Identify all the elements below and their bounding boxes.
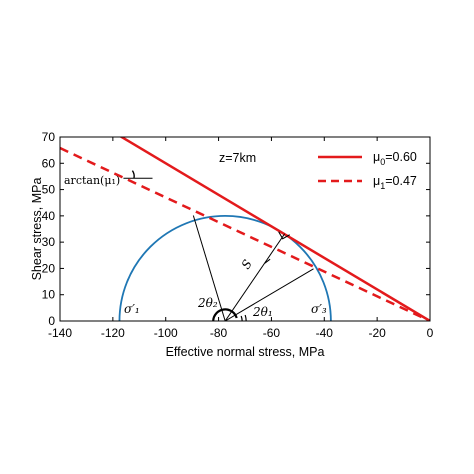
legend: μ0=0.60 μ1=0.47 xyxy=(318,150,417,191)
legend-label-mu0: μ0=0.60 xyxy=(373,150,417,167)
arctan-mu1-label: arctan(μ₁) xyxy=(64,174,120,187)
right-angle-marker xyxy=(278,231,290,240)
annotations: arctan(μ₁) σ′₁ σ′₃ 2θ₂ 2θ₁ S xyxy=(64,174,327,319)
x-tick-label: -140 xyxy=(48,326,72,340)
radius-line-2theta1 xyxy=(224,268,314,321)
axes-frame xyxy=(59,136,431,322)
y-tick-label: 60 xyxy=(42,156,56,170)
mohr-circle xyxy=(118,215,332,321)
x-tick-label: 0 xyxy=(427,326,434,340)
x-axis-label: Effective normal stress, MPa xyxy=(166,345,325,359)
arctan-arc xyxy=(131,170,135,179)
series-line-1 xyxy=(60,146,430,321)
y-tick-label: 20 xyxy=(42,261,56,275)
angle-arc-2theta1-inner xyxy=(244,314,247,321)
two-theta1-label: 2θ₁ xyxy=(252,305,273,319)
x-tick-label: -120 xyxy=(101,326,125,340)
radius-line-2theta2 xyxy=(192,215,226,321)
plot-area xyxy=(60,137,430,321)
x-tick-label: -40 xyxy=(316,326,334,340)
sigma1-label: σ′₁ xyxy=(124,302,140,316)
x-tick-label: -80 xyxy=(210,326,228,340)
y-axis-label: Shear stress, MPa xyxy=(30,178,44,281)
depth-annotation: z=7km xyxy=(219,151,256,165)
x-tick-label: -20 xyxy=(368,326,386,340)
x-tick-label: -100 xyxy=(154,326,178,340)
y-tick-label: 70 xyxy=(42,130,56,144)
y-tick-label: 30 xyxy=(42,235,56,249)
two-theta2-label: 2θ₂ xyxy=(197,296,218,310)
s-tick xyxy=(264,258,271,264)
y-tick-label: 40 xyxy=(42,209,56,223)
axes: -140 -120 -100 -80 -60 -40 -20 0 0 10 20 30 40 50 60 70 xyxy=(42,130,434,340)
x-tick-label: -60 xyxy=(263,326,281,340)
series-line-0 xyxy=(119,137,430,321)
angle-arc-2theta1-outer xyxy=(240,315,243,321)
y-tick-label: 0 xyxy=(48,314,55,328)
radius-line-s xyxy=(224,233,286,321)
y-tick-label: 50 xyxy=(42,183,56,197)
legend-label-mu1: μ1=0.47 xyxy=(373,174,417,191)
sigma3-label: σ′₃ xyxy=(311,302,327,316)
y-tick-label: 10 xyxy=(42,288,56,302)
s-label: S xyxy=(239,257,255,271)
angle-arc-2theta2 xyxy=(212,308,238,321)
